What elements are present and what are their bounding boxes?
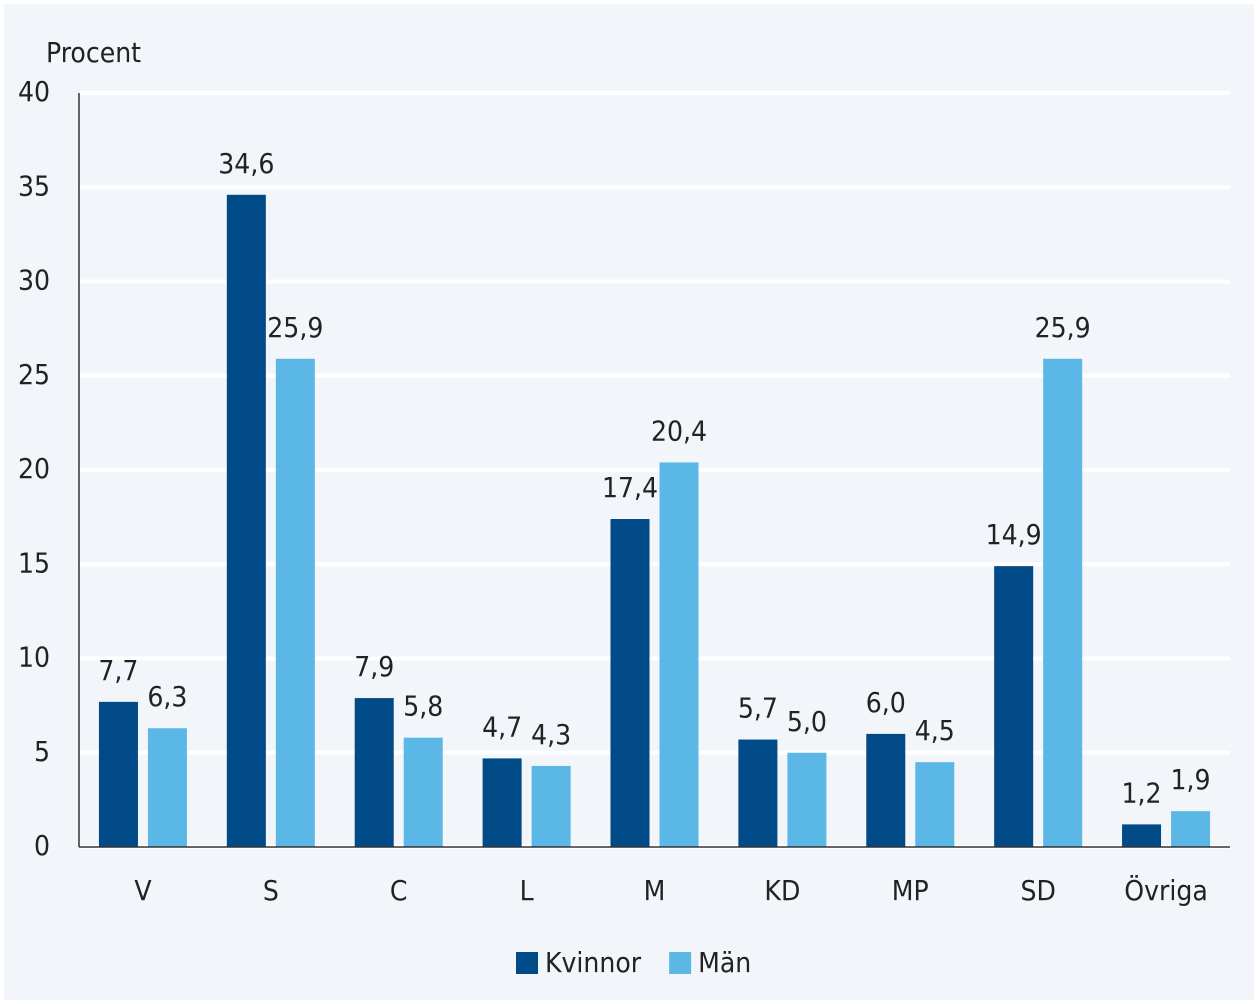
data-label: 6,0 [866,686,906,719]
x-tick-label: C [390,874,408,907]
y-tick-label: 0 [34,829,50,862]
bar [659,462,699,847]
y-tick-label: 40 [18,75,50,108]
y-axis-label: Procent [46,36,141,69]
data-label: 25,9 [1035,311,1091,344]
data-label: 34,6 [218,147,274,180]
bar [531,765,571,847]
data-label: 5,7 [738,692,778,725]
data-label: 14,9 [986,518,1042,551]
bar [738,739,778,847]
bar [610,519,650,847]
data-label: 6,3 [147,680,187,713]
bar [98,701,138,847]
y-tick-label: 35 [18,169,50,202]
data-label: 7,7 [98,654,138,687]
bar [354,698,394,847]
data-label: 17,4 [602,471,658,504]
bar [1171,811,1211,847]
data-label: 1,2 [1122,776,1162,809]
bar [787,752,827,847]
y-tick-label: 10 [18,641,50,674]
x-tick-label: V [134,874,152,907]
bar [1043,358,1083,847]
data-label: 1,9 [1171,763,1211,796]
data-label: 4,7 [482,710,522,743]
x-tick-label: KD [764,874,800,907]
legend-label: Män [698,946,751,979]
data-label: 4,3 [531,718,571,751]
bar [403,737,443,847]
data-label: 25,9 [267,311,323,344]
legend-swatch [516,952,538,974]
x-tick-label: MP [892,874,929,907]
data-label: 7,9 [354,650,394,683]
bar [866,733,906,847]
bar [226,194,266,848]
x-tick-label: M [644,874,666,907]
x-tick-label: SD [1020,874,1055,907]
bar [994,566,1034,847]
legend-label: Kvinnor [545,946,642,979]
bar [1122,824,1162,847]
data-label: 4,5 [915,714,955,747]
bar [482,758,522,847]
data-label: 5,0 [787,705,827,738]
x-tick-label: L [520,874,534,907]
y-tick-label: 30 [18,264,50,297]
y-tick-label: 20 [18,452,50,485]
x-tick-label: Övriga [1124,873,1208,907]
data-label: 5,8 [403,690,443,723]
bar [147,728,187,847]
bar [275,358,315,847]
y-tick-label: 5 [34,735,50,768]
legend-swatch [669,952,692,974]
x-tick-label: S [263,874,279,907]
y-tick-label: 25 [18,358,50,391]
data-label: 20,4 [651,414,707,447]
bar [915,762,955,847]
y-tick-label: 15 [18,546,50,579]
